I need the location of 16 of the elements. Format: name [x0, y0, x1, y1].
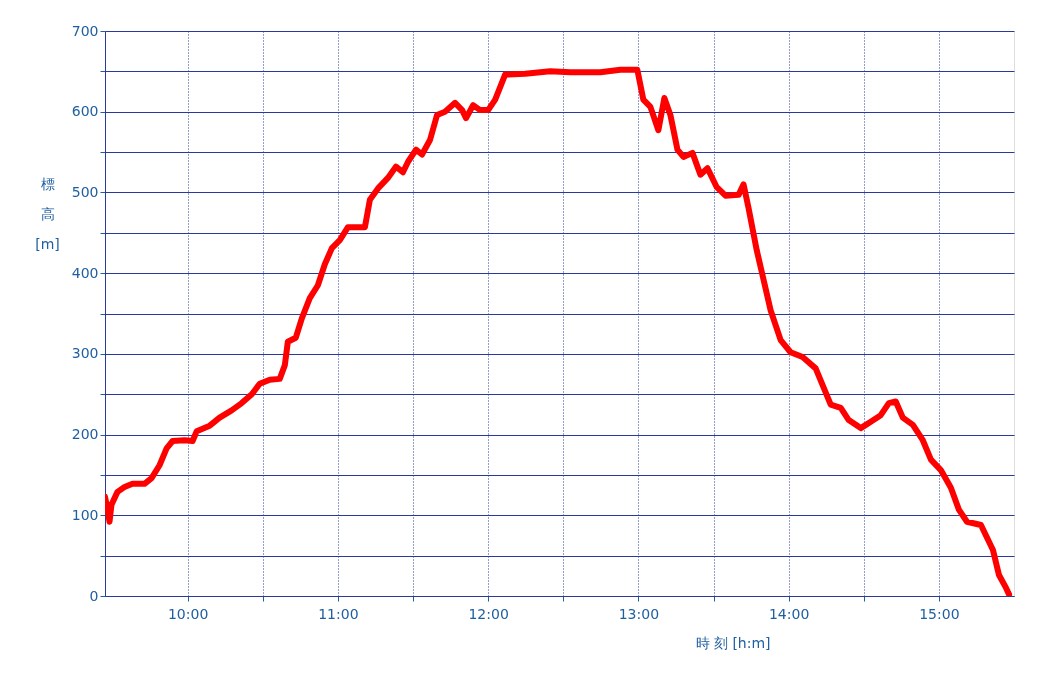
x-tick-label: 12:00: [468, 605, 509, 622]
y-tick-label: 700: [71, 22, 99, 39]
y-tick-label: 100: [71, 506, 99, 523]
y-tick-label: 300: [71, 345, 99, 362]
x-tick-label: 14:00: [768, 605, 810, 622]
y-axis-title: 標高 [m]: [35, 175, 60, 252]
y-tick-label: 0: [89, 587, 99, 604]
x-tick-label: 10:00: [167, 605, 209, 622]
x-axis-title: 時 刻 [h:m]: [695, 634, 771, 651]
y-tick-label: 400: [71, 264, 99, 281]
y-tick-label: 500: [71, 183, 99, 200]
x-tick-label: 13:00: [618, 605, 660, 622]
x-tick-label: 11:00: [318, 605, 359, 622]
x-tick-label: 15:00: [919, 605, 960, 622]
y-tick-label: 600: [71, 103, 99, 120]
y-tick-label: 200: [71, 426, 99, 443]
